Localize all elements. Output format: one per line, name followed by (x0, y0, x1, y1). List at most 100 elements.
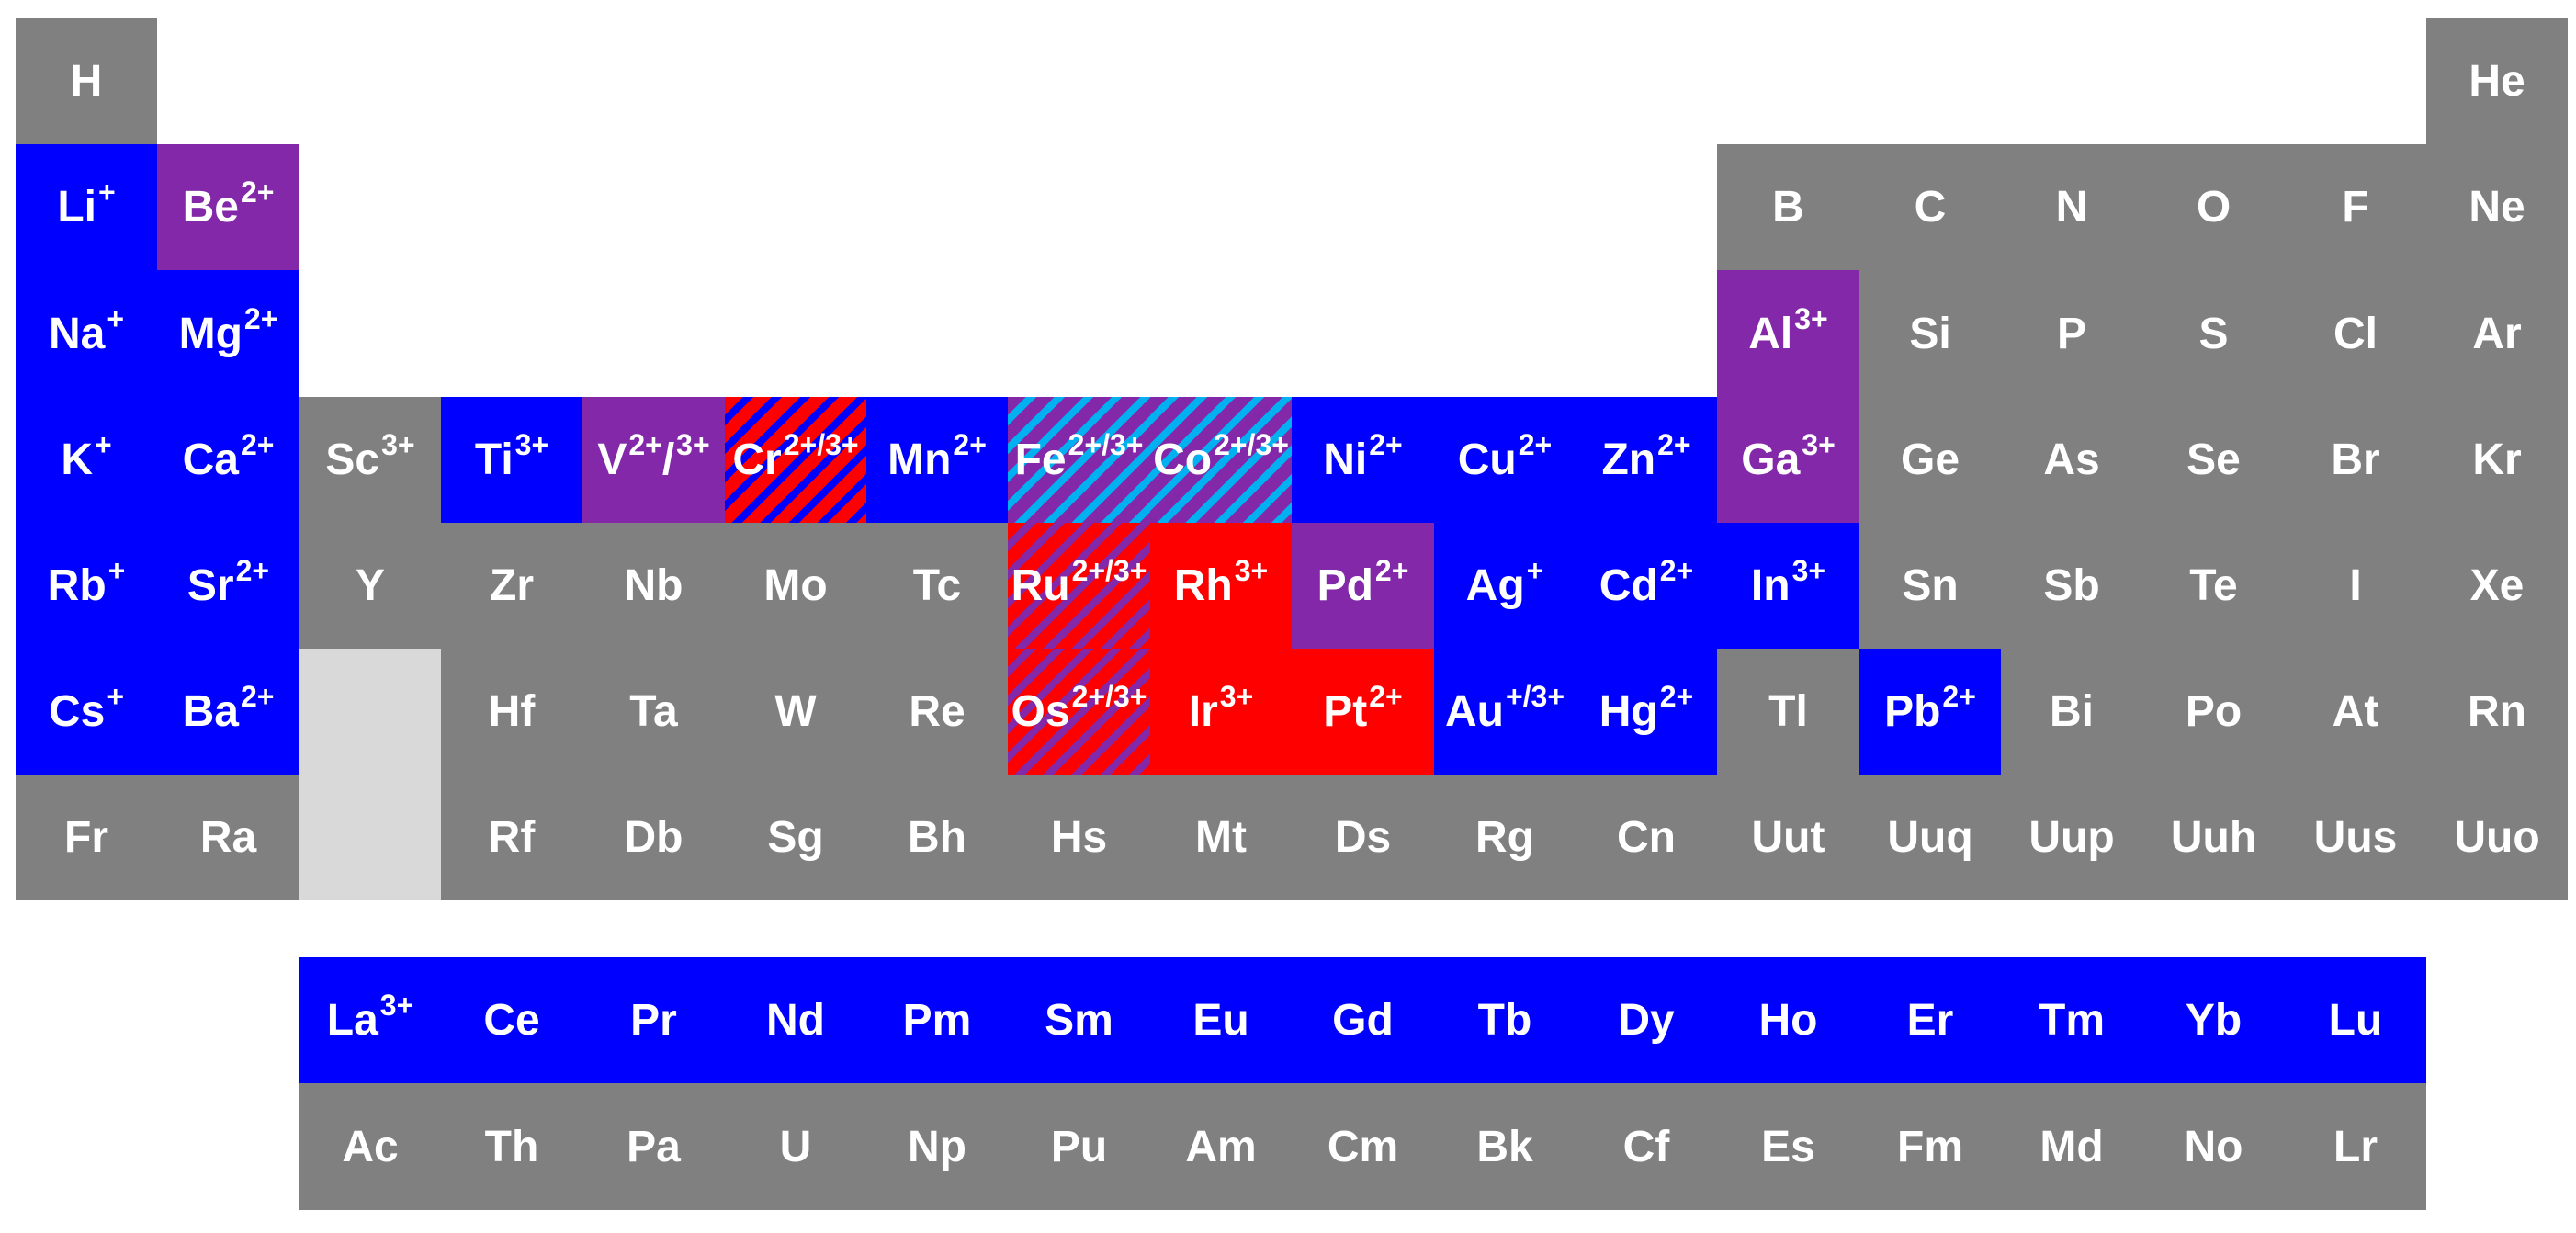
element-symbol: Sg (767, 813, 824, 862)
element-symbol: Tb (1477, 996, 1532, 1045)
element-symbol: Rh (1173, 561, 1233, 610)
element-symbol: Ta (629, 687, 678, 736)
element-symbol: Cl (2333, 309, 2378, 358)
element-cell-mt: Mt (1150, 775, 1292, 900)
element-cell-uuo: Uuo (2426, 775, 2568, 900)
element-symbol: Ba (182, 687, 239, 736)
element-symbol: Cu (1457, 436, 1517, 484)
ion-charge: 3+ (676, 428, 710, 461)
placeholder-cell (299, 775, 441, 900)
element-cell-c: C (1859, 144, 2001, 270)
lanthanide-cell-tb: Tb (1434, 957, 1576, 1083)
ion-charge: 3+ (379, 989, 414, 1022)
element-cell-i: I (2285, 523, 2426, 649)
element-cell-rg: Rg (1434, 775, 1576, 900)
element-cell-rh: Rh 3+ (1150, 523, 1292, 649)
element-symbol: Rg (1475, 813, 1534, 862)
element-symbol: K (61, 436, 93, 484)
element-cell-as: As (2001, 397, 2142, 523)
element-cell-sg: Sg (725, 775, 866, 900)
ion-charge: 2+ (1942, 680, 1976, 713)
lanthanide-cell-sm: Sm (1008, 957, 1150, 1083)
ion-charge: +/3+ (1505, 680, 1565, 713)
lanthanide-cell-ce: Ce (441, 957, 582, 1083)
element-cell-k: K + (16, 397, 157, 523)
element-cell-re: Re (866, 649, 1008, 775)
element-symbol: Pb (1884, 687, 1941, 736)
ion-charge: 2+ (240, 428, 275, 461)
element-symbol: Rf (488, 813, 536, 862)
element-symbol: Po (2185, 687, 2243, 736)
element-symbol: Pa (627, 1122, 681, 1171)
element-cell-pt: Pt 2+ (1292, 649, 1434, 775)
element-cell-ga: Ga 3+ (1717, 397, 1859, 523)
lanthanide-cell-dy: Dy (1576, 957, 1717, 1083)
element-cell-rn: Rn (2426, 649, 2568, 775)
element-symbol: Ge (1900, 436, 1960, 484)
lanthanide-cell-gd: Gd (1292, 957, 1434, 1083)
element-cell-kr: Kr (2426, 397, 2568, 523)
ion-charge: 2+/3+ (1214, 428, 1289, 461)
ion-charge: 3+ (514, 428, 549, 461)
element-cell-ag: Ag + (1434, 523, 1576, 649)
element-cell-in: In 3+ (1717, 523, 1859, 649)
element-symbol: Ni (1323, 436, 1368, 484)
element-cell-hf: Hf (441, 649, 582, 775)
element-cell-ge: Ge (1859, 397, 2001, 523)
actinide-cell-cm: Cm (1292, 1083, 1434, 1210)
element-symbol: Er (1906, 996, 1954, 1045)
element-cell-tc: Tc (866, 523, 1008, 649)
actinide-cell-bk: Bk (1434, 1083, 1576, 1210)
element-symbol: H (70, 57, 103, 106)
element-symbol: P (2056, 309, 2086, 358)
element-cell-hg: Hg 2+ (1576, 649, 1717, 775)
element-symbol: Fr (64, 813, 108, 862)
ion-charge: 2+ (1369, 428, 1403, 461)
element-symbol: Mt (1195, 813, 1247, 862)
element-symbol: Au (1444, 687, 1504, 736)
element-symbol: Fe (1014, 436, 1067, 484)
element-symbol: Ds (1334, 813, 1392, 862)
lanthanide-cell-nd: Nd (725, 957, 866, 1083)
lanthanide-cell-pm: Pm (866, 957, 1008, 1083)
actinide-cell-pu: Pu (1008, 1083, 1150, 1210)
element-cell-hs: Hs (1008, 775, 1150, 900)
element-symbol: As (2043, 436, 2100, 484)
element-cell-xe: Xe (2426, 523, 2568, 649)
element-symbol: Md (2039, 1122, 2104, 1171)
element-symbol: Db (624, 813, 684, 862)
element-symbol: Dy (1618, 996, 1675, 1045)
element-symbol: Yb (2185, 996, 2243, 1045)
element-cell-sb: Sb (2001, 523, 2142, 649)
ion-charge: 3+ (381, 428, 415, 461)
actinide-cell-es: Es (1717, 1083, 1859, 1210)
element-symbol: Es (1761, 1122, 1815, 1171)
element-cell-b: B (1717, 144, 1859, 270)
element-symbol: Ga (1741, 436, 1801, 484)
element-symbol: Tm (2039, 996, 2105, 1045)
element-cell-cr: Cr 2+/3+ (725, 397, 866, 523)
actinide-cell-pa: Pa (582, 1083, 725, 1210)
element-symbol: Ho (1758, 996, 1818, 1045)
element-cell-mg: Mg 2+ (157, 270, 299, 397)
ion-charge: 3+ (1791, 554, 1826, 587)
element-symbol: Ru (1011, 561, 1070, 610)
lanthanide-cell-eu: Eu (1150, 957, 1292, 1083)
element-cell-pd: Pd 2+ (1292, 523, 1434, 649)
element-cell-cl: Cl (2285, 270, 2426, 397)
element-symbol: Pu (1050, 1122, 1108, 1171)
element-symbol: Ar (2472, 309, 2522, 358)
element-symbol: He (2469, 57, 2525, 106)
ion-charge: 2+ (628, 428, 662, 461)
element-symbol: Gd (1332, 996, 1394, 1045)
element-cell-cn: Cn (1576, 775, 1717, 900)
element-symbol: Uuh (2170, 813, 2257, 862)
element-cell-rf: Rf (441, 775, 582, 900)
element-cell-at: At (2285, 649, 2426, 775)
element-symbol: Te (2189, 561, 2238, 610)
element-cell-zr: Zr (441, 523, 582, 649)
element-symbol: Lr (2333, 1122, 2378, 1171)
ion-charge: 3+ (1219, 680, 1254, 713)
ion-charge: 2+ (243, 301, 278, 335)
element-symbol: Hs (1050, 813, 1108, 862)
